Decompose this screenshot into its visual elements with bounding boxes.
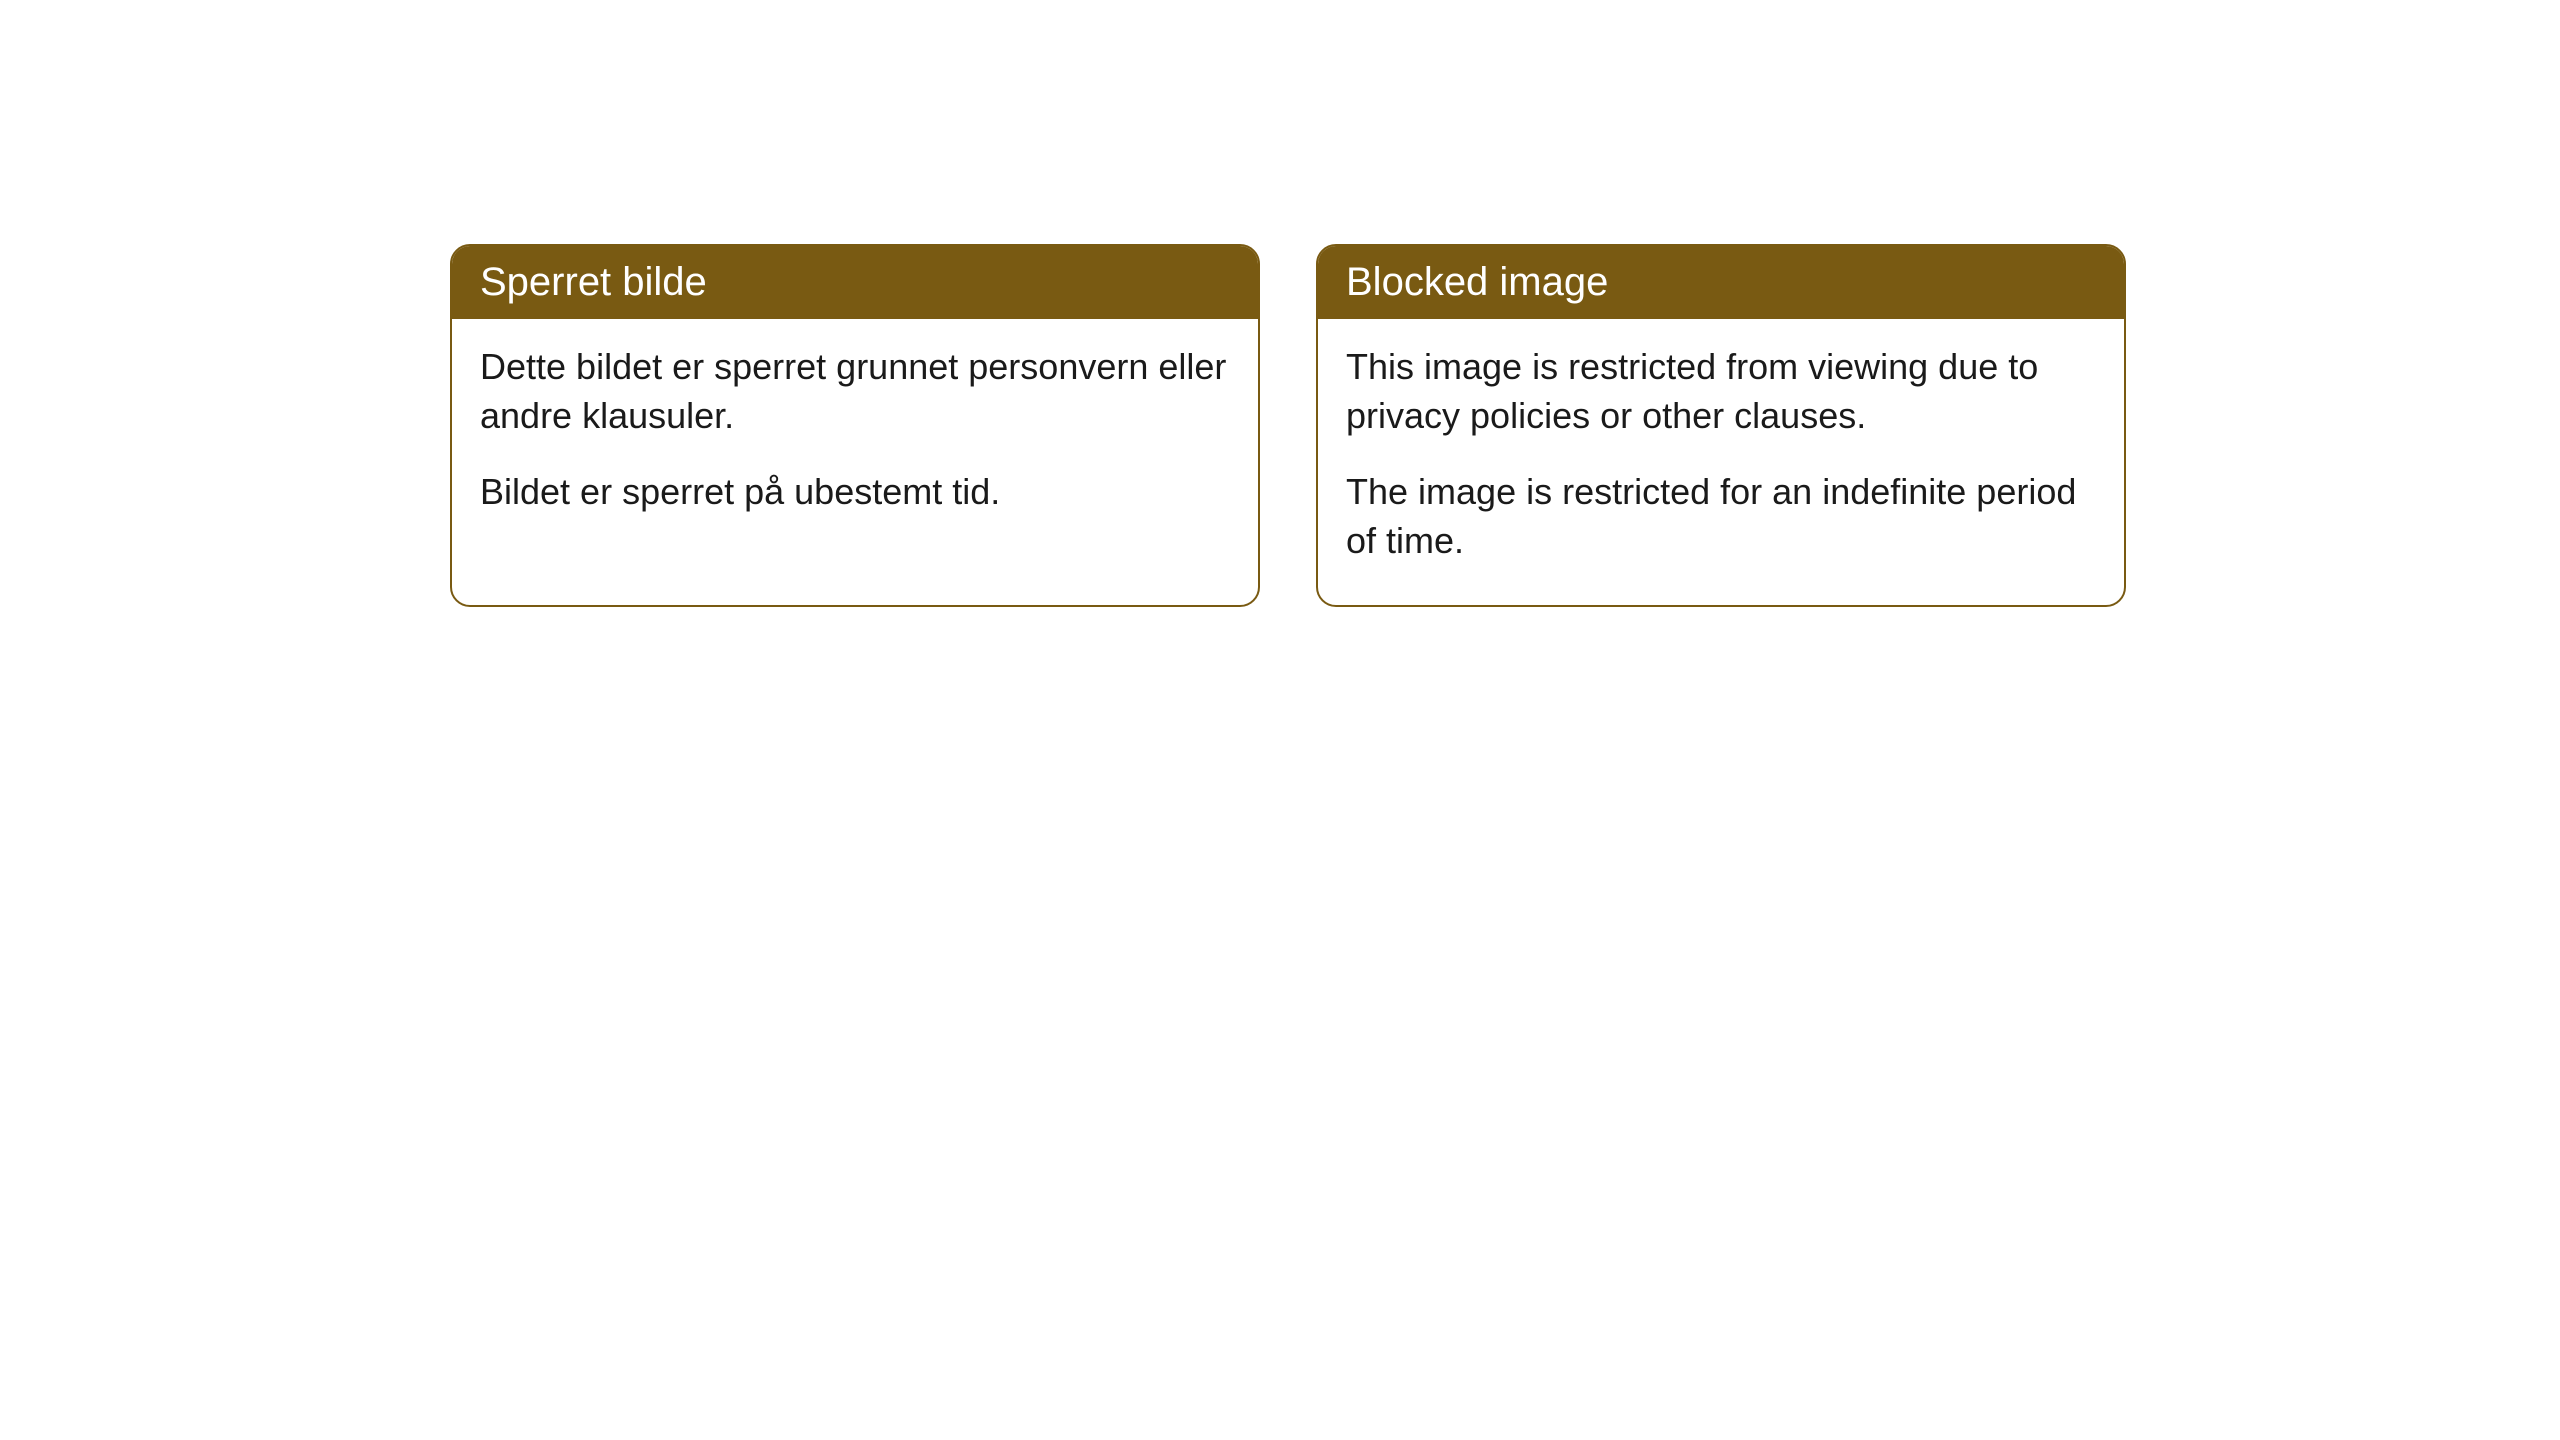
card-header-english: Blocked image: [1318, 246, 2124, 319]
notice-paragraph: The image is restricted for an indefinit…: [1346, 468, 2096, 565]
card-title: Blocked image: [1346, 260, 1608, 304]
card-header-norwegian: Sperret bilde: [452, 246, 1258, 319]
blocked-image-card-norwegian: Sperret bilde Dette bildet er sperret gr…: [450, 244, 1260, 607]
notice-paragraph: This image is restricted from viewing du…: [1346, 343, 2096, 440]
card-title: Sperret bilde: [480, 260, 707, 304]
notice-paragraph: Bildet er sperret på ubestemt tid.: [480, 468, 1230, 517]
blocked-image-card-english: Blocked image This image is restricted f…: [1316, 244, 2126, 607]
notice-paragraph: Dette bildet er sperret grunnet personve…: [480, 343, 1230, 440]
card-body-norwegian: Dette bildet er sperret grunnet personve…: [452, 319, 1258, 557]
card-body-english: This image is restricted from viewing du…: [1318, 319, 2124, 605]
notice-cards-container: Sperret bilde Dette bildet er sperret gr…: [450, 244, 2126, 607]
